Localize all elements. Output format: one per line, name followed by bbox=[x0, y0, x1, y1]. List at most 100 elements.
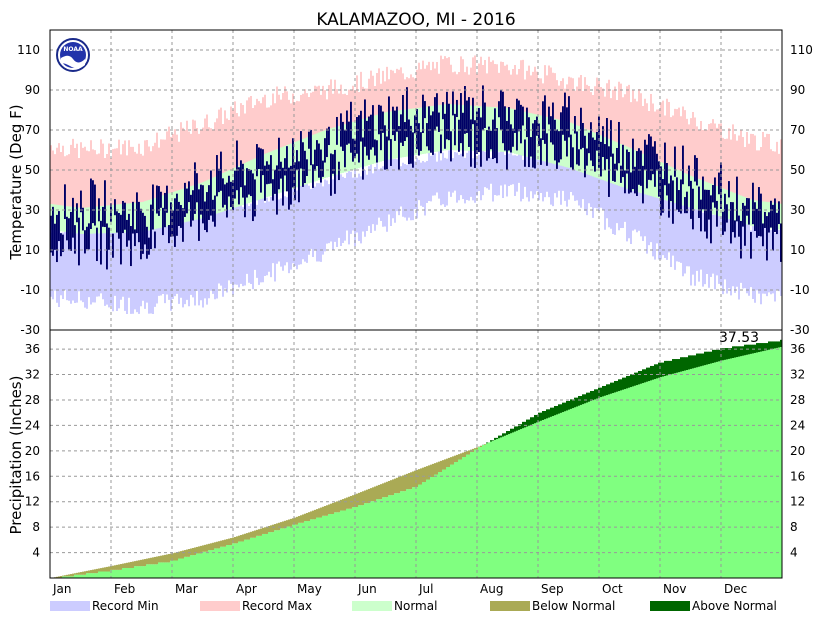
precip-normal-bar bbox=[264, 533, 267, 578]
precip-below-normal-bar bbox=[246, 533, 249, 540]
observed-temp-bar bbox=[516, 98, 518, 151]
precip-normal-bar bbox=[480, 447, 483, 578]
precip-normal-bar bbox=[86, 573, 89, 578]
precip-below-normal-bar bbox=[472, 448, 475, 453]
precip-normal-bar bbox=[646, 381, 649, 578]
observed-temp-bar bbox=[104, 180, 106, 228]
precip-normal-bar bbox=[748, 354, 751, 578]
observed-temp-bar bbox=[322, 160, 324, 177]
month-label: May bbox=[297, 582, 322, 596]
observed-temp-bar bbox=[348, 121, 350, 144]
observed-temp-bar bbox=[766, 216, 768, 261]
precip-above-normal-bar bbox=[604, 385, 607, 396]
observed-temp-bar bbox=[108, 227, 110, 250]
observed-temp-bar bbox=[242, 163, 244, 198]
precip-normal-bar bbox=[72, 576, 75, 578]
precip-normal-bar bbox=[688, 369, 691, 578]
observed-temp-bar bbox=[758, 187, 760, 236]
precip-above-normal-bar bbox=[656, 364, 659, 379]
precip-normal-bar bbox=[186, 556, 189, 578]
precip-normal-bar bbox=[492, 440, 495, 578]
observed-temp-bar bbox=[62, 234, 64, 252]
observed-temp-bar bbox=[604, 144, 606, 171]
precip-normal-bar bbox=[620, 390, 623, 578]
precip-below-normal-bar bbox=[156, 556, 159, 565]
observed-temp-bar bbox=[602, 126, 604, 158]
observed-temp-bar bbox=[610, 120, 612, 157]
precip-normal-bar bbox=[346, 508, 349, 578]
precip-normal-bar bbox=[746, 354, 749, 578]
precip-normal-bar bbox=[248, 539, 251, 578]
precip-below-normal-bar bbox=[448, 457, 451, 468]
observed-temp-bar bbox=[646, 144, 648, 189]
precip-above-normal-bar bbox=[660, 362, 663, 378]
observed-temp-bar bbox=[618, 121, 620, 164]
observed-temp-bar bbox=[194, 162, 196, 214]
precip-above-normal-bar bbox=[508, 431, 511, 435]
precip-below-normal-bar bbox=[76, 572, 79, 575]
precip-normal-bar bbox=[312, 519, 315, 578]
precip-normal-bar bbox=[434, 474, 437, 578]
precip-normal-bar bbox=[210, 550, 213, 578]
precip-normal-bar bbox=[644, 382, 647, 578]
observed-temp-bar bbox=[354, 139, 356, 158]
precip-normal-bar bbox=[522, 428, 525, 578]
precip-above-normal-bar bbox=[748, 344, 751, 355]
observed-temp-bar bbox=[482, 85, 484, 131]
observed-temp-bar bbox=[704, 189, 706, 232]
observed-temp-bar bbox=[270, 155, 272, 184]
precip-below-normal-bar bbox=[164, 554, 167, 563]
observed-temp-bar bbox=[440, 134, 442, 154]
precip-frame bbox=[49, 329, 783, 579]
precip-above-normal-bar bbox=[734, 346, 737, 358]
precip-above-normal-bar bbox=[762, 343, 765, 352]
precip-below-normal-bar bbox=[62, 575, 65, 577]
precip-normal-bar bbox=[632, 386, 635, 578]
observed-temp-bar bbox=[272, 179, 274, 201]
observed-temp-bar bbox=[186, 188, 188, 214]
precip-above-normal-bar bbox=[714, 349, 717, 363]
precip-normal-bar bbox=[592, 400, 595, 578]
precip-normal-bar bbox=[88, 573, 91, 578]
precip-below-normal-bar bbox=[272, 524, 275, 533]
precip-normal-bar bbox=[66, 576, 69, 578]
observed-temp-bar bbox=[402, 94, 404, 146]
precip-below-normal-bar bbox=[330, 503, 333, 515]
precip-below-normal-bar bbox=[84, 571, 87, 575]
observed-temp-bar bbox=[106, 223, 108, 270]
precip-normal-bar bbox=[202, 551, 205, 578]
temp-tick-left: 90 bbox=[25, 83, 40, 97]
precip-below-normal-bar bbox=[208, 543, 211, 551]
precip-normal-bar bbox=[762, 351, 765, 578]
observed-temp-bar bbox=[102, 206, 104, 227]
observed-temp-bar bbox=[302, 142, 304, 187]
precip-above-normal-bar bbox=[746, 344, 749, 355]
precip-normal-bar bbox=[682, 371, 685, 578]
observed-temp-bar bbox=[80, 190, 82, 213]
precip-below-normal-bar bbox=[148, 558, 151, 565]
precip-normal-bar bbox=[606, 395, 609, 578]
precip-normal-bar bbox=[616, 391, 619, 578]
observed-temp-bar bbox=[438, 112, 440, 132]
observed-temp-bar bbox=[134, 229, 136, 247]
observed-temp-bar bbox=[238, 167, 240, 205]
observed-temp-bar bbox=[706, 189, 708, 239]
precip-below-normal-bar bbox=[458, 454, 461, 460]
observed-temp-bar bbox=[552, 102, 554, 145]
observed-temp-bar bbox=[336, 116, 338, 145]
observed-temp-bar bbox=[532, 123, 534, 168]
observed-temp-bar bbox=[606, 118, 608, 160]
precip-normal-bar bbox=[610, 393, 613, 578]
observed-temp-bar bbox=[380, 105, 382, 151]
precip-normal-bar bbox=[456, 462, 459, 578]
observed-temp-bar bbox=[468, 97, 470, 147]
observed-temp-bar bbox=[198, 189, 200, 241]
precip-normal-bar bbox=[230, 545, 233, 578]
precip-normal-bar bbox=[134, 566, 137, 578]
precip-below-normal-bar bbox=[390, 480, 393, 496]
observed-temp-bar bbox=[408, 119, 410, 165]
precip-normal-bar bbox=[672, 373, 675, 578]
observed-temp-bar bbox=[514, 109, 516, 133]
precip-normal-bar bbox=[76, 574, 79, 578]
precip-below-normal-bar bbox=[146, 558, 149, 565]
